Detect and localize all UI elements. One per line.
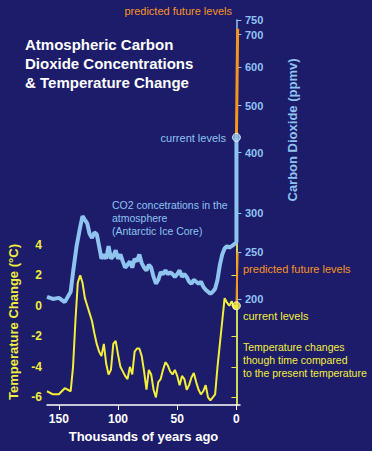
svg-text:4: 4 <box>35 238 42 252</box>
svg-text:750: 750 <box>245 14 263 26</box>
svg-text:Temperature changes: Temperature changes <box>243 341 345 353</box>
svg-text:current levels: current levels <box>161 132 227 144</box>
svg-text:0: 0 <box>35 299 42 313</box>
svg-text:(Antarctic Ice Core): (Antarctic Ice Core) <box>112 225 202 237</box>
svg-text:2: 2 <box>35 268 42 282</box>
svg-text:-2: -2 <box>31 329 42 343</box>
svg-text:500: 500 <box>245 100 263 112</box>
svg-text:700: 700 <box>245 29 263 41</box>
svg-text:-6: -6 <box>31 390 42 404</box>
svg-text:though time compared: though time compared <box>243 354 348 366</box>
svg-text:predicted future levels: predicted future levels <box>243 263 351 275</box>
svg-text:300: 300 <box>245 207 263 219</box>
svg-text:-4: -4 <box>31 360 42 374</box>
svg-text:to the present temperature: to the present temperature <box>243 367 367 379</box>
svg-text:100: 100 <box>108 412 128 426</box>
svg-text:CO2 concetrations in the: CO2 concetrations in the <box>112 199 228 211</box>
svg-text:400: 400 <box>245 147 263 159</box>
svg-text:Dioxide Concentrations: Dioxide Concentrations <box>25 55 193 72</box>
svg-text:Atmospheric Carbon: Atmospheric Carbon <box>25 36 173 53</box>
svg-text:Thousands of years ago: Thousands of years ago <box>69 429 219 444</box>
svg-text:predicted future levels: predicted future levels <box>124 5 232 17</box>
svg-text:0: 0 <box>233 412 240 426</box>
svg-text:atmosphere: atmosphere <box>112 212 168 224</box>
svg-text:current levels: current levels <box>243 310 309 322</box>
svg-text:& Temperature Change: & Temperature Change <box>25 74 189 91</box>
svg-text:150: 150 <box>49 412 69 426</box>
svg-text:600: 600 <box>245 61 263 73</box>
svg-text:Carbon Dioxide (ppmv): Carbon Dioxide (ppmv) <box>285 58 300 201</box>
svg-text:50: 50 <box>171 412 185 426</box>
svg-text:200: 200 <box>245 293 263 305</box>
svg-text:Temperature Change (°C): Temperature Change (°C) <box>6 244 21 400</box>
svg-text:250: 250 <box>245 246 263 258</box>
